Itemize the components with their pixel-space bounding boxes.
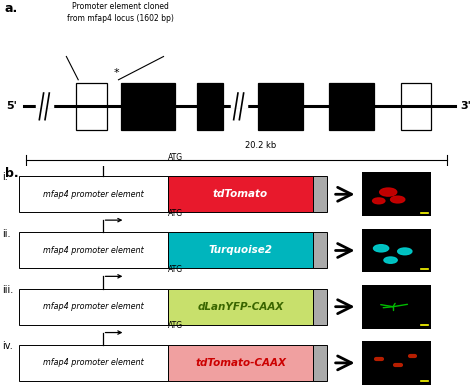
Text: mfap4 promoter element: mfap4 promoter element: [43, 246, 144, 255]
Text: dLanYFP-CAAX: dLanYFP-CAAX: [197, 302, 284, 312]
Text: ATG: ATG: [168, 152, 183, 162]
Text: mfap4 promoter element: mfap4 promoter element: [43, 190, 144, 199]
Text: ATG: ATG: [168, 321, 183, 330]
Circle shape: [384, 257, 397, 263]
Text: b.: b.: [5, 167, 18, 180]
Text: 20.2 kb: 20.2 kb: [245, 140, 276, 149]
Text: *: *: [113, 68, 119, 78]
Bar: [362, 229, 431, 273]
Text: ii.: ii.: [2, 229, 11, 239]
Text: tdTomato-CAAX: tdTomato-CAAX: [195, 358, 286, 368]
Circle shape: [374, 245, 389, 252]
Bar: [168, 233, 313, 269]
Text: ATG: ATG: [168, 209, 183, 218]
Text: tdTomato: tdTomato: [213, 189, 268, 199]
Bar: [19, 233, 168, 269]
Bar: [197, 83, 223, 130]
Bar: [313, 233, 327, 269]
Bar: [121, 83, 175, 130]
Bar: [401, 83, 431, 130]
Circle shape: [380, 188, 397, 196]
Bar: [168, 345, 313, 381]
Text: Turquoise2: Turquoise2: [209, 246, 273, 255]
Text: a.: a.: [5, 2, 18, 14]
Bar: [362, 285, 431, 328]
Text: mfap4 promoter element: mfap4 promoter element: [43, 302, 144, 311]
Bar: [313, 176, 327, 212]
Text: iii.: iii.: [2, 285, 14, 295]
Text: iv.: iv.: [2, 341, 13, 351]
Circle shape: [398, 248, 412, 255]
Bar: [19, 289, 168, 325]
Text: 5': 5': [6, 101, 17, 111]
Circle shape: [391, 196, 405, 203]
Text: i.: i.: [2, 172, 8, 183]
Bar: [329, 83, 374, 130]
Bar: [362, 341, 431, 385]
Text: Promoter element cloned
from mfap4 locus (1602 bp): Promoter element cloned from mfap4 locus…: [67, 2, 174, 23]
Bar: [76, 83, 107, 130]
Text: 3': 3': [461, 101, 472, 111]
Bar: [362, 172, 431, 216]
Text: ATG: ATG: [168, 265, 183, 274]
Bar: [19, 176, 168, 212]
Bar: [313, 345, 327, 381]
Text: mfap4 promoter element: mfap4 promoter element: [43, 359, 144, 368]
Bar: [168, 289, 313, 325]
Bar: [168, 176, 313, 212]
Bar: [258, 83, 303, 130]
Circle shape: [373, 198, 385, 204]
Bar: [313, 289, 327, 325]
Bar: [19, 345, 168, 381]
